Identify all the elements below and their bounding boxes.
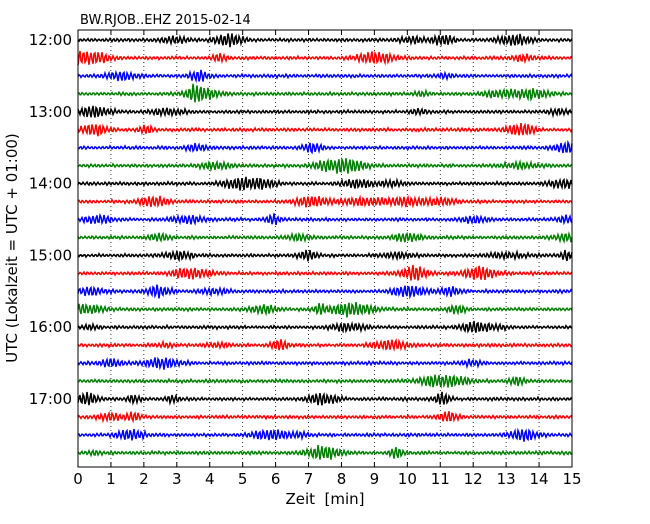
- trace-row-15:45: [77, 301, 573, 318]
- x-axis-ticks: 0 1 2 3 4 5 6 7 8 9 10 11 12 13 14 15: [73, 30, 582, 488]
- trace-row-15:30: [77, 284, 573, 300]
- trace-row-16:30: [77, 356, 573, 371]
- trace-row-14:15: [77, 194, 573, 209]
- y-tick-label: 14:00: [29, 175, 72, 193]
- trace-row-16:00: [77, 320, 573, 334]
- trace-row-12:15: [77, 50, 573, 66]
- y-tick-label: 17:00: [29, 390, 72, 408]
- x-axis-label: Zeit [min]: [285, 490, 364, 508]
- x-tick-label: 7: [304, 470, 314, 488]
- y-axis-label: UTC (Lokalzeit = UTC + 01:00): [3, 133, 21, 363]
- x-tick-label: 15: [562, 470, 581, 488]
- trace-row-17:30: [77, 427, 573, 442]
- x-tick-label: 0: [73, 470, 83, 488]
- trace-row-17:00: [77, 391, 573, 406]
- chart-title: BW.RJOB..EHZ 2015-02-14: [80, 13, 251, 28]
- trace-rows: [77, 33, 573, 460]
- trace-row-12:30: [77, 69, 573, 84]
- x-tick-label: 2: [139, 470, 149, 488]
- y-axis-ticks: 12:00 13:00 14:00 15:00 16:00 17:00: [29, 31, 572, 408]
- trace-row-16:45: [77, 373, 573, 389]
- trace-row-17:15: [77, 410, 573, 424]
- x-tick-label: 8: [337, 470, 347, 488]
- trace-row-14:00: [77, 176, 573, 191]
- x-tick-label: 11: [431, 470, 450, 488]
- x-tick-label: 12: [464, 470, 483, 488]
- y-tick-label: 15:00: [29, 246, 72, 264]
- y-tick-label: 16:00: [29, 318, 72, 336]
- trace-row-13:15: [77, 122, 573, 137]
- trace-row-15:00: [77, 248, 573, 263]
- trace-row-13:00: [77, 105, 573, 119]
- x-tick-label: 4: [205, 470, 215, 488]
- x-tick-label: 13: [497, 470, 516, 488]
- trace-row-17:45: [77, 444, 573, 460]
- x-tick-label: 9: [370, 470, 380, 488]
- grid-lines: [110, 30, 540, 467]
- plot-frame: [77, 29, 573, 468]
- trace-row-12:00: [77, 33, 573, 48]
- x-tick-label: 3: [172, 470, 182, 488]
- x-tick-label: 10: [398, 470, 417, 488]
- x-tick-label: 14: [530, 470, 549, 488]
- y-tick-label: 13:00: [29, 103, 72, 121]
- trace-row-13:30: [77, 139, 573, 155]
- y-tick-label: 12:00: [29, 31, 72, 49]
- x-tick-label: 1: [106, 470, 116, 488]
- x-tick-label: 5: [238, 470, 248, 488]
- trace-row-14:45: [77, 231, 573, 244]
- trace-row-14:30: [77, 212, 573, 226]
- x-tick-label: 6: [271, 470, 281, 488]
- trace-row-15:15: [77, 264, 573, 281]
- trace-row-13:45: [77, 156, 573, 174]
- trace-row-16:15: [77, 337, 573, 352]
- trace-row-12:45: [77, 83, 573, 103]
